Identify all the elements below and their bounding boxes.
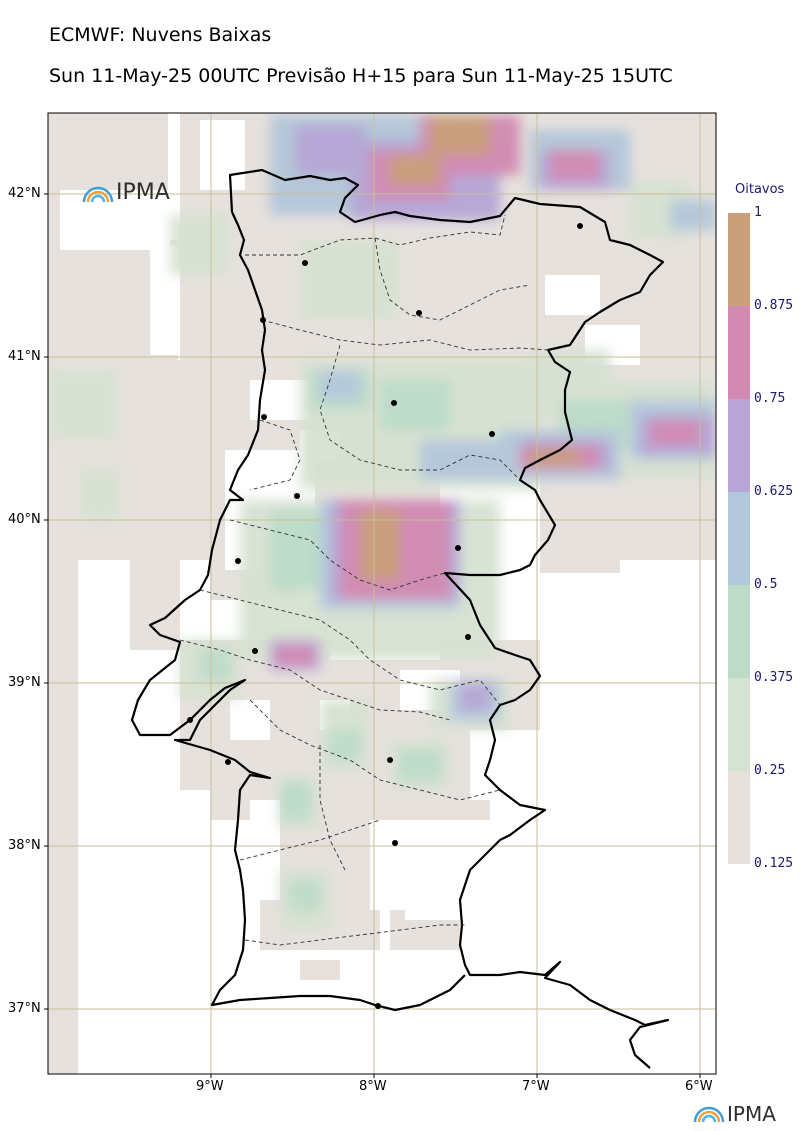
colorbar-label: 0.875	[754, 298, 794, 313]
chart-title: ECMWF: Nuvens Baixas	[49, 24, 272, 46]
lon-label: 9°W	[196, 1079, 224, 1094]
ipma-footer-logo-text: IPMA	[727, 1102, 776, 1126]
lat-label: 40°N	[8, 512, 41, 527]
colorbar-swatch-6	[728, 306, 750, 399]
colorbar-swatch-4	[728, 492, 750, 585]
city-markers	[187, 223, 583, 1009]
colorbar-label: 0.25	[754, 763, 786, 778]
colorbar-swatch-7	[728, 213, 750, 306]
colorbar-swatch-3	[728, 585, 750, 678]
ipma-footer-logo-icon	[693, 1106, 725, 1123]
colorbar-label: 1	[754, 205, 762, 220]
gridlines	[48, 113, 716, 1074]
lat-label: 42°N	[8, 186, 41, 201]
lon-label: 8°W	[359, 1079, 387, 1094]
colorbar-label: 0.625	[754, 484, 794, 499]
colorbar-swatch-2	[728, 678, 750, 771]
cloud-field	[48, 113, 716, 1074]
coastline	[130, 168, 670, 1069]
colorbar-swatch-5	[728, 399, 750, 492]
colorbar-label: 0.75	[754, 391, 786, 406]
lon-label: 6°W	[685, 1079, 713, 1094]
map-frame	[47, 112, 717, 1075]
lat-label: 38°N	[8, 838, 41, 853]
district-boundaries	[179, 214, 549, 946]
axis-ticks	[44, 193, 701, 1078]
chart-subtitle: Sun 11-May-25 00UTC Previsão H+15 para S…	[49, 65, 673, 87]
ipma-logo-text: IPMA	[116, 180, 170, 205]
colorbar-label: 0.375	[754, 670, 794, 685]
colorbar-label: 0.5	[754, 577, 778, 592]
colorbar-swatch-1	[728, 771, 750, 864]
lon-label: 7°W	[522, 1079, 550, 1094]
colorbar	[728, 213, 750, 864]
colorbar-label: 0.125	[754, 856, 794, 871]
ipma-logo-icon	[82, 186, 114, 203]
lat-label: 41°N	[8, 349, 41, 364]
lat-label: 37°N	[8, 1001, 41, 1016]
colorbar-title: Oitavos	[735, 182, 785, 197]
lat-label: 39°N	[8, 675, 41, 690]
